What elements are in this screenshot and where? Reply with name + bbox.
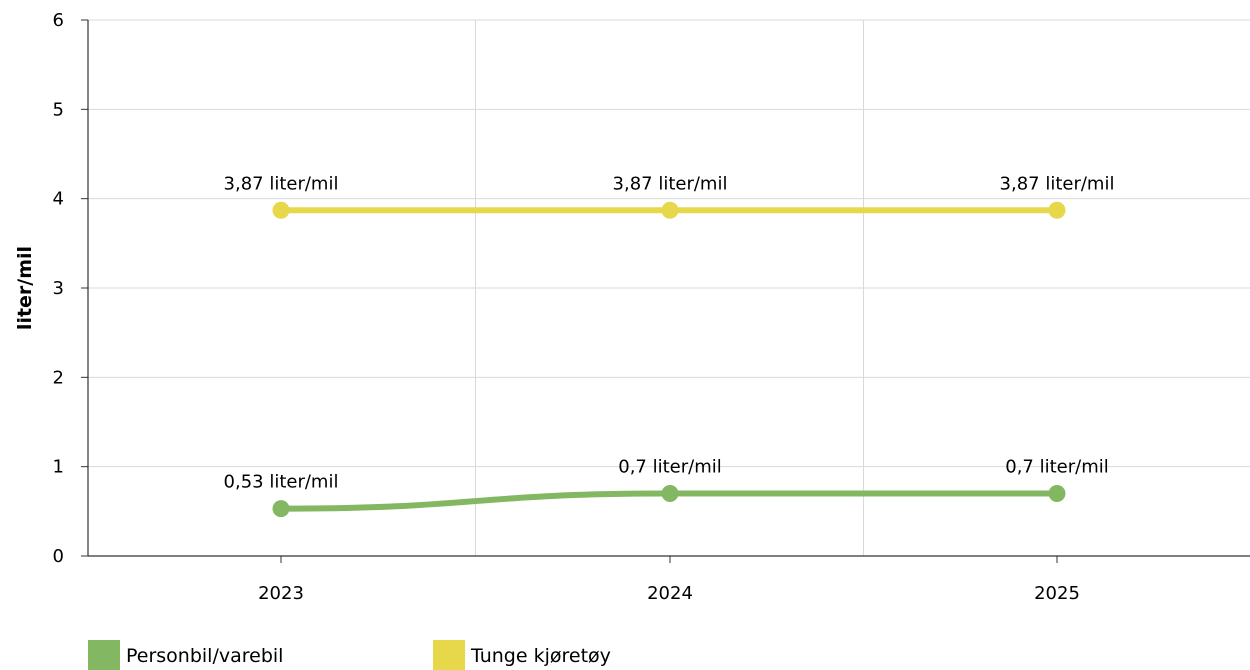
y-tick-label-1: 1 <box>53 457 64 478</box>
y-tick-label-2: 2 <box>53 367 64 388</box>
data-label-1-1: 3,87 liter/mil <box>613 173 728 194</box>
legend-item-personbil[interactable]: Personbil/varebil <box>88 640 433 670</box>
x-tick-label-2024: 2024 <box>647 583 693 604</box>
data-label-1-0: 3,87 liter/mil <box>224 173 339 194</box>
y-tick-label-5: 5 <box>53 99 64 120</box>
data-label-1-2: 3,87 liter/mil <box>1000 173 1115 194</box>
legend-swatch-tunge <box>433 640 465 670</box>
data-label-0-0: 0,53 liter/mil <box>224 472 339 493</box>
series <box>272 201 1066 518</box>
data-point-0-0 <box>272 500 290 518</box>
data-point-1-2 <box>1048 201 1066 219</box>
x-tick-label-2025: 2025 <box>1034 583 1080 604</box>
data-point-1-1 <box>661 201 679 219</box>
y-axis-title: liter/mil <box>14 246 36 330</box>
data-labels: 0,53 liter/mil 0,7 liter/mil 0,7 liter/mil… <box>224 173 1115 492</box>
data-point-0-2 <box>1048 484 1066 502</box>
y-tick-label-3: 3 <box>53 278 64 299</box>
y-tick-label-6: 6 <box>53 10 64 31</box>
legend-label-tunge: Tunge kjøretøy <box>471 645 611 667</box>
data-point-0-1 <box>661 484 679 502</box>
axes: 0 1 2 3 4 5 6 2023 2024 2025 <box>53 10 1250 604</box>
grid <box>88 19 1250 556</box>
legend-swatch-personbil <box>88 640 120 670</box>
data-label-0-1: 0,7 liter/mil <box>618 456 721 477</box>
data-label-0-2: 0,7 liter/mil <box>1005 456 1108 477</box>
line-chart: 0 1 2 3 4 5 6 2023 2024 2025 0,53 liter/mil 0,7 li… <box>14 10 1250 604</box>
data-point-1-0 <box>272 201 290 219</box>
y-tick-label-0: 0 <box>53 546 64 567</box>
legend: Personbil/varebil Tunge kjøretøy <box>88 639 611 670</box>
legend-item-tunge[interactable]: Tunge kjøretøy <box>433 640 611 670</box>
y-tick-label-4: 4 <box>53 189 64 210</box>
legend-label-personbil: Personbil/varebil <box>126 645 284 667</box>
x-tick-label-2023: 2023 <box>258 583 304 604</box>
